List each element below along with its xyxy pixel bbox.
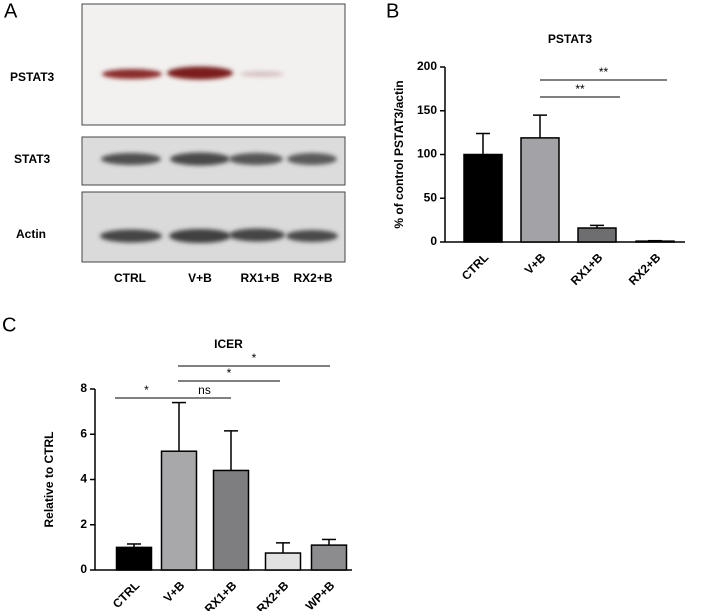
significance-label: *	[144, 383, 149, 397]
panel-label: C	[2, 314, 16, 336]
y-tick-label: 200	[417, 59, 437, 73]
band	[287, 153, 337, 165]
bar	[520, 137, 560, 243]
x-tick-label: RX1+B	[202, 578, 240, 611]
x-tick-label: RX2+B	[254, 578, 292, 611]
x-tick-label: RX1+B	[568, 250, 606, 288]
y-tick-label: 2	[80, 517, 87, 531]
panel-label: A	[4, 0, 18, 22]
significance-label: **	[575, 82, 585, 96]
blot-frame	[81, 3, 346, 126]
blot-frame	[81, 191, 346, 263]
y-axis-label: Relative to CTRL	[42, 431, 56, 527]
y-tick-label: 8	[80, 381, 87, 395]
x-tick-label: V+B	[522, 250, 549, 277]
y-tick-label: 0	[430, 234, 437, 248]
western-blot: PSTAT3 STAT3 Actin CTRL V+B RX1+B RX2+B	[10, 3, 346, 285]
blot-row-label: PSTAT3	[10, 70, 55, 84]
bar	[577, 227, 617, 243]
x-tick-label: RX2+B	[626, 250, 664, 288]
blot-row-label: Actin	[16, 227, 46, 241]
y-tick-label: 6	[80, 426, 87, 440]
band	[286, 230, 338, 242]
blot-row-label: STAT3	[14, 152, 51, 166]
lane-label: RX1+B	[240, 271, 279, 285]
x-tick-label: V+B	[161, 578, 188, 605]
band	[229, 228, 285, 242]
bar	[160, 450, 198, 571]
significance-label: *	[227, 366, 232, 380]
chart-title: PSTAT3	[548, 32, 593, 46]
significance-label: **	[599, 65, 609, 79]
chart-title: ICER	[214, 337, 243, 351]
lane-label: CTRL	[114, 271, 146, 285]
band	[100, 229, 162, 243]
band	[240, 71, 284, 77]
bar	[463, 153, 503, 243]
band	[167, 66, 233, 80]
band	[102, 69, 162, 79]
band	[229, 153, 283, 165]
band	[169, 229, 231, 243]
significance-label: ns	[198, 383, 211, 397]
x-tick-label: CTRL	[110, 578, 143, 611]
band	[170, 152, 230, 166]
y-tick-label: 50	[424, 190, 438, 204]
bar	[264, 552, 302, 571]
y-tick-label: 0	[80, 562, 87, 576]
significance-label: *	[252, 351, 257, 365]
y-tick-label: 100	[417, 147, 437, 161]
bar	[310, 544, 348, 571]
bar	[212, 469, 250, 571]
lane-label: V+B	[188, 271, 212, 285]
y-axis-label: % of control PSTAT3/actin	[392, 80, 406, 228]
y-tick-label: 150	[417, 103, 437, 117]
band	[101, 153, 161, 165]
bar	[115, 546, 153, 571]
panel-label: B	[386, 0, 399, 22]
lane-label: RX2+B	[293, 271, 332, 285]
x-tick-label: WP+B	[303, 578, 338, 611]
y-tick-label: 4	[80, 472, 87, 486]
x-tick-label: CTRL	[459, 250, 492, 283]
